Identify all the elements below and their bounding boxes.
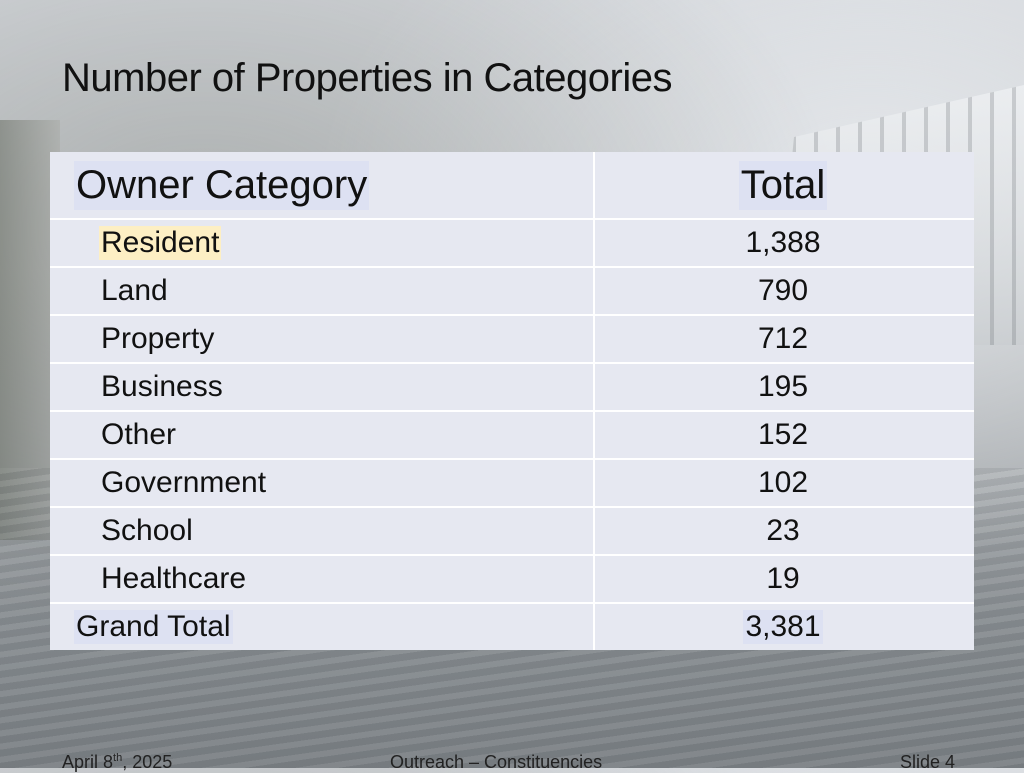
total-value: 195 [757, 370, 809, 403]
column-header-total: Total [738, 160, 828, 210]
grand-total-value: 3,381 [743, 610, 823, 644]
table-row: Other 152 [50, 410, 974, 458]
footer-date: April 8th, 2025 [62, 752, 173, 772]
table-row: Business 195 [50, 362, 974, 410]
category-label: Property [101, 322, 215, 355]
header-cell-total: Total [595, 152, 974, 218]
footer-slide-number: Slide 4 [900, 752, 956, 772]
category-label: Land [101, 274, 168, 307]
category-label: Healthcare [101, 562, 247, 595]
table-header-row: Owner Category Total [50, 152, 974, 218]
table-row: Healthcare 19 [50, 554, 974, 602]
total-value: 1,388 [745, 226, 821, 259]
footer-title: Outreach – Constituencies [390, 752, 603, 772]
total-value: 102 [757, 466, 809, 499]
total-value: 790 [757, 274, 809, 307]
grand-total-row: Grand Total 3,381 [50, 602, 974, 650]
category-label: Other [101, 418, 177, 451]
table-row: Resident 1,388 [50, 218, 974, 266]
total-value: 23 [766, 514, 800, 547]
grand-total-label: Grand Total [74, 610, 233, 644]
table-row: School 23 [50, 506, 974, 554]
owner-category-table: Owner Category Total Resident 1,388 Land… [50, 152, 974, 650]
table-row: Land 790 [50, 266, 974, 314]
total-value: 19 [766, 562, 800, 595]
category-label: Resident [99, 226, 222, 260]
category-label: Business [101, 370, 223, 403]
table-row: Government 102 [50, 458, 974, 506]
table-row: Property 712 [50, 314, 974, 362]
slide-title: Number of Properties in Categories [62, 56, 672, 100]
category-label: School [101, 514, 193, 547]
header-cell-category: Owner Category [50, 152, 595, 218]
total-value: 152 [757, 418, 809, 451]
total-value: 712 [757, 322, 809, 355]
category-label: Government [101, 466, 267, 499]
column-header-category: Owner Category [74, 160, 370, 210]
